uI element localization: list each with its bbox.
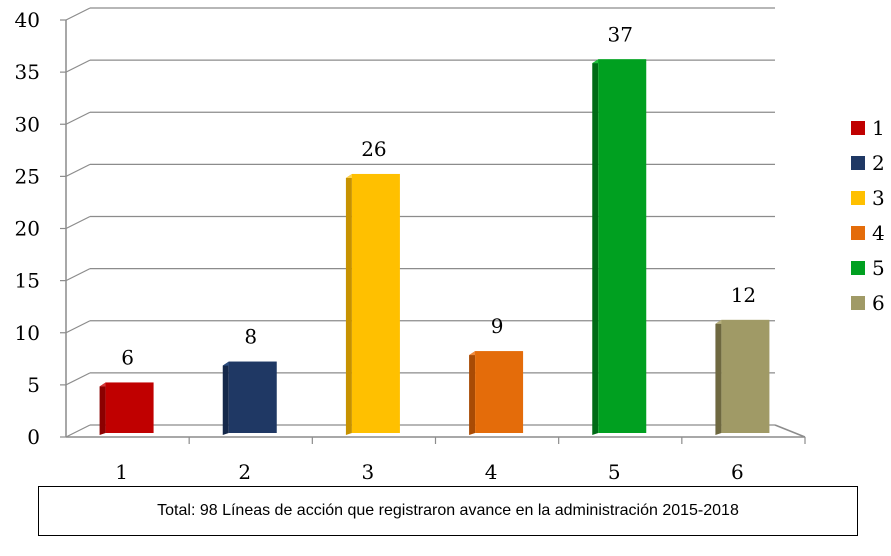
y-tick-label: 20	[15, 217, 40, 241]
axes	[60, 19, 806, 444]
bar-side	[592, 59, 599, 436]
bar	[228, 361, 277, 433]
gridline-perspective	[65, 268, 91, 282]
bar-side	[715, 319, 722, 435]
data-label: 9	[491, 314, 504, 338]
x-tick-label: 4	[485, 460, 498, 480]
y-tick-label: 15	[15, 269, 40, 293]
legend-swatch	[851, 226, 865, 240]
gridline-perspective	[65, 59, 91, 73]
bar-side	[345, 173, 352, 435]
legend-swatch	[851, 296, 865, 310]
data-label: 6	[121, 345, 134, 369]
gridline-perspective	[65, 7, 91, 21]
data-label: 26	[361, 137, 386, 161]
gridline-perspective	[65, 320, 91, 334]
legend-label: 1	[872, 116, 885, 140]
y-tick-label: 40	[15, 8, 40, 32]
legend-swatch	[851, 121, 865, 135]
y-tick-label: 5	[27, 373, 40, 397]
legend-swatch	[851, 156, 865, 170]
legend-label: 3	[872, 186, 885, 210]
x-tick-label: 6	[731, 460, 744, 480]
data-label: 8	[244, 325, 257, 349]
bar-side	[99, 382, 106, 435]
y-tick-label: 35	[15, 60, 40, 84]
chart-caption: Total: 98 Líneas de acción que registrar…	[38, 486, 858, 536]
labels: 0 5 10 15 20 25 30 35 40 6 1 8 2 26 3 9 4 37 5 12 6	[15, 8, 757, 480]
bars	[99, 59, 770, 436]
data-label: 37	[608, 22, 633, 46]
bar-side	[222, 361, 229, 435]
legend-label: 2	[872, 151, 885, 175]
x-tick-label: 3	[362, 460, 375, 480]
bar-side	[469, 351, 476, 435]
legend-swatch	[851, 191, 865, 205]
y-tick-label: 0	[27, 425, 40, 449]
legend-swatch	[851, 261, 865, 275]
x-tick-label: 5	[608, 460, 621, 480]
gridline-perspective	[65, 372, 91, 386]
bar	[598, 59, 647, 434]
legend-label: 4	[872, 221, 885, 245]
gridline-perspective	[65, 111, 91, 125]
floor-edge	[774, 424, 806, 438]
y-tick-label: 10	[15, 321, 40, 345]
bar	[475, 351, 524, 433]
legend-label: 5	[872, 256, 885, 280]
y-tick-label: 25	[15, 164, 40, 188]
bar	[105, 382, 154, 433]
legend: 1 2 3 4 5 6	[851, 116, 885, 315]
x-tick-label: 1	[115, 460, 128, 480]
gridline-perspective	[65, 163, 91, 177]
data-label: 12	[731, 283, 756, 307]
bar	[351, 173, 400, 433]
gridline-perspective	[65, 424, 91, 438]
y-tick-label: 30	[15, 112, 40, 136]
gridlines	[65, 7, 775, 438]
legend-label: 6	[872, 291, 885, 315]
x-tick-label: 2	[238, 460, 251, 480]
bar	[721, 319, 770, 433]
gridline-perspective	[65, 215, 91, 230]
